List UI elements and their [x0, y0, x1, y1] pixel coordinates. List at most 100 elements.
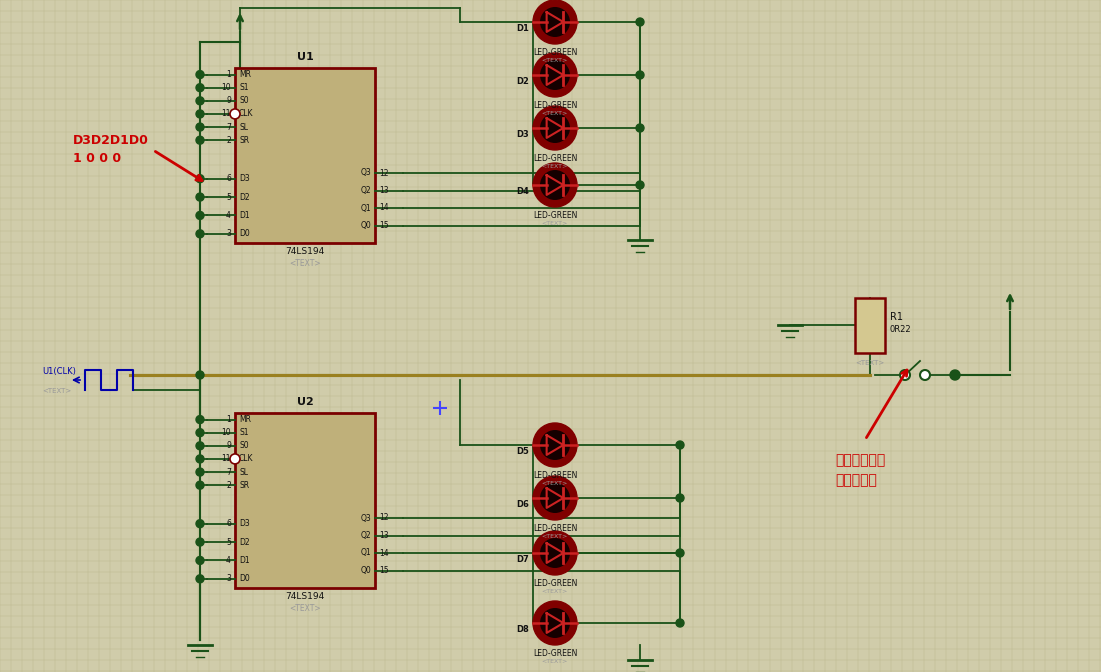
Text: R1: R1 — [890, 312, 903, 322]
Text: S0: S0 — [239, 442, 249, 450]
Circle shape — [533, 476, 577, 520]
Text: 12: 12 — [379, 513, 389, 523]
Text: U1(CLK): U1(CLK) — [42, 367, 76, 376]
Text: 装入初始数据: 装入初始数据 — [835, 453, 885, 467]
Text: 9: 9 — [226, 442, 231, 450]
Text: 11: 11 — [221, 110, 231, 118]
Circle shape — [541, 609, 569, 637]
Text: D0: D0 — [239, 575, 250, 583]
Text: LED-GREEN: LED-GREEN — [533, 211, 577, 220]
Text: LED-GREEN: LED-GREEN — [533, 48, 577, 57]
Circle shape — [196, 84, 204, 91]
Circle shape — [533, 601, 577, 645]
Text: 13: 13 — [379, 531, 389, 540]
Text: Q0: Q0 — [360, 566, 371, 575]
Text: 1: 1 — [226, 415, 231, 424]
Circle shape — [196, 71, 204, 79]
Text: D5: D5 — [516, 447, 528, 456]
Text: <TEXT>: <TEXT> — [542, 58, 568, 63]
Circle shape — [636, 71, 644, 79]
Text: D2: D2 — [239, 538, 250, 546]
Text: Q3: Q3 — [360, 513, 371, 523]
Text: D3: D3 — [516, 130, 528, 139]
Text: D3D2D1D0: D3D2D1D0 — [73, 134, 149, 146]
Circle shape — [533, 0, 577, 44]
Circle shape — [196, 538, 204, 546]
Circle shape — [541, 539, 569, 567]
Text: LED-GREEN: LED-GREEN — [533, 579, 577, 588]
Text: LED-GREEN: LED-GREEN — [533, 649, 577, 658]
Text: U1: U1 — [296, 52, 314, 62]
Circle shape — [196, 212, 204, 220]
Text: D3: D3 — [239, 174, 250, 183]
Text: 1 0 0 0: 1 0 0 0 — [73, 151, 121, 165]
Text: 7: 7 — [226, 468, 231, 476]
Text: 0R22: 0R22 — [890, 325, 912, 335]
Text: <TEXT>: <TEXT> — [542, 164, 568, 169]
Text: SR: SR — [239, 480, 249, 490]
Text: 12: 12 — [379, 169, 389, 177]
Circle shape — [533, 531, 577, 575]
Text: 6: 6 — [226, 174, 231, 183]
Circle shape — [541, 171, 569, 200]
Circle shape — [533, 163, 577, 207]
Text: U2: U2 — [296, 397, 314, 407]
Text: LED-GREEN: LED-GREEN — [533, 524, 577, 533]
Text: Q2: Q2 — [360, 186, 371, 195]
Text: Q2: Q2 — [360, 531, 371, 540]
Circle shape — [196, 123, 204, 131]
Text: MR: MR — [239, 70, 251, 79]
Text: MR: MR — [239, 415, 251, 424]
Circle shape — [636, 18, 644, 26]
Text: D3: D3 — [239, 519, 250, 528]
Circle shape — [196, 481, 204, 489]
Text: SR: SR — [239, 136, 249, 144]
Circle shape — [196, 136, 204, 144]
Text: S0: S0 — [239, 96, 249, 106]
Text: <TEXT>: <TEXT> — [542, 221, 568, 226]
Text: CLK: CLK — [239, 110, 253, 118]
Circle shape — [196, 442, 204, 450]
Circle shape — [196, 519, 204, 528]
Text: <TEXT>: <TEXT> — [855, 360, 884, 366]
Text: 2: 2 — [226, 136, 231, 144]
Circle shape — [196, 110, 204, 118]
Circle shape — [676, 549, 684, 557]
Text: Q1: Q1 — [360, 204, 371, 212]
Text: <TEXT>: <TEXT> — [542, 659, 568, 664]
Text: 13: 13 — [379, 186, 389, 195]
FancyBboxPatch shape — [235, 413, 375, 588]
Circle shape — [636, 181, 644, 189]
Circle shape — [533, 106, 577, 150]
Circle shape — [676, 619, 684, 627]
Text: <TEXT>: <TEXT> — [542, 481, 568, 486]
Circle shape — [196, 455, 204, 463]
Text: 9: 9 — [226, 96, 231, 106]
Circle shape — [196, 175, 204, 183]
Circle shape — [676, 441, 684, 449]
Text: 7: 7 — [226, 122, 231, 132]
Text: D4: D4 — [516, 187, 528, 196]
Text: Q3: Q3 — [360, 169, 371, 177]
Text: 14: 14 — [379, 548, 389, 558]
Text: 10: 10 — [221, 83, 231, 92]
Text: <TEXT>: <TEXT> — [290, 259, 320, 268]
Text: <TEXT>: <TEXT> — [542, 111, 568, 116]
Text: 6: 6 — [226, 519, 231, 528]
Circle shape — [196, 415, 204, 423]
Text: <TEXT>: <TEXT> — [542, 589, 568, 594]
Circle shape — [950, 370, 960, 380]
Text: 的驱动开关: 的驱动开关 — [835, 473, 876, 487]
Text: LED-GREEN: LED-GREEN — [533, 154, 577, 163]
Text: 74LS194: 74LS194 — [285, 592, 325, 601]
Circle shape — [541, 114, 569, 142]
Circle shape — [533, 53, 577, 97]
Text: D1: D1 — [239, 211, 250, 220]
Text: <TEXT>: <TEXT> — [42, 388, 72, 394]
Circle shape — [541, 7, 569, 36]
Text: 11: 11 — [221, 454, 231, 464]
FancyBboxPatch shape — [235, 68, 375, 243]
Text: S1: S1 — [239, 428, 249, 437]
Text: Q0: Q0 — [360, 221, 371, 230]
Circle shape — [230, 109, 240, 119]
